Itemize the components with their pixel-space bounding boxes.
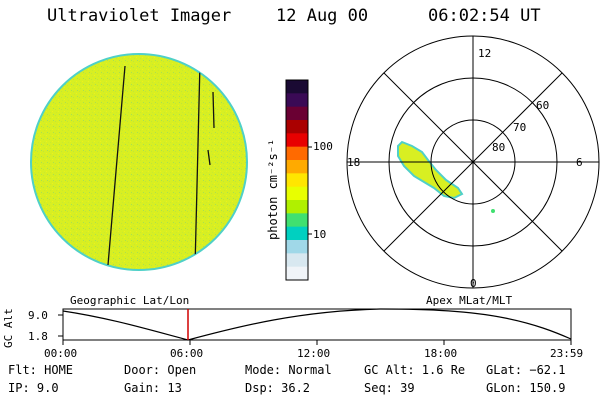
mlt-label-6: 6 — [576, 156, 583, 169]
colorbar-band — [286, 240, 308, 254]
colorbar-band — [286, 200, 308, 214]
time-label: 06:02:54 UT — [428, 6, 541, 26]
lat-label-60: 60 — [536, 99, 550, 112]
info-gc-alt: GC Alt: 1.6 Re — [364, 363, 466, 377]
altitude-xtick-0600: 06:00 — [170, 347, 204, 360]
mlt-label-12: 12 — [478, 47, 492, 60]
info-glat: GLat: −62.1 — [486, 363, 566, 377]
image-artifact-line — [107, 65, 126, 266]
colorbar-band — [286, 120, 308, 134]
colorbar-band — [286, 253, 308, 268]
altitude-ytick-min: 1.8 — [28, 330, 48, 343]
aurora-spot — [491, 209, 495, 213]
info-gain: Gain: 13 — [124, 381, 182, 395]
colorbar-unit-label: photon cm⁻²s⁻¹ — [266, 138, 280, 240]
colorbar-band — [286, 213, 308, 228]
mlt-label-18: 18 — [347, 156, 361, 169]
info-mode: Mode: Normal — [245, 363, 332, 377]
image-artifact-line — [194, 61, 201, 269]
altitude-xtick-1800: 18:00 — [424, 347, 458, 360]
colorbar-tick-100: 100 — [313, 140, 333, 153]
altitude-ytick-max: 9.0 — [28, 309, 48, 322]
altitude-plot — [58, 308, 572, 345]
projection-label-apex: Apex MLat/MLT — [426, 294, 513, 307]
colorbar-band — [286, 93, 308, 108]
info-ip: IP: 9.0 — [8, 381, 59, 395]
colorbar-band — [286, 106, 308, 121]
colorbar-band — [286, 146, 308, 161]
altitude-xtick-0000: 00:00 — [44, 347, 78, 360]
altitude-curve — [62, 308, 572, 341]
colorbar-band — [286, 133, 308, 148]
instrument-title: Ultraviolet Imager — [47, 6, 232, 26]
polar-plot — [346, 35, 600, 289]
colorbar-band — [286, 160, 308, 174]
colorbar-band — [286, 226, 308, 241]
image-artifact-line — [207, 149, 211, 166]
colorbar-band — [286, 80, 308, 94]
info-dsp: Dsp: 36.2 — [245, 381, 311, 395]
auroral-oval — [397, 140, 464, 200]
image-artifact-line — [212, 91, 215, 129]
info-seq: Seq: 39 — [364, 381, 415, 395]
info-glon: GLon: 150.9 — [486, 381, 566, 395]
altitude-xtick-1200: 12:00 — [297, 347, 331, 360]
info-flight: Flt: HOME — [8, 363, 74, 377]
colorbar-band — [286, 266, 308, 281]
lat-label-80: 80 — [492, 141, 506, 154]
altitude-ylabel: GC Alt — [2, 308, 15, 348]
colorbar-tick-10: 10 — [313, 228, 327, 241]
mlt-label-0: 0 — [470, 277, 477, 290]
info-door: Door: Open — [124, 363, 197, 377]
colorbar-band — [286, 173, 308, 188]
projection-label-geographic: Geographic Lat/Lon — [70, 294, 190, 307]
altitude-xtick-2359: 23:59 — [550, 347, 584, 360]
date-label: 12 Aug 00 — [276, 6, 369, 26]
uv-earth-image — [30, 53, 248, 271]
colorbar — [285, 79, 312, 281]
lat-label-70: 70 — [513, 121, 527, 134]
colorbar-band — [286, 186, 308, 201]
